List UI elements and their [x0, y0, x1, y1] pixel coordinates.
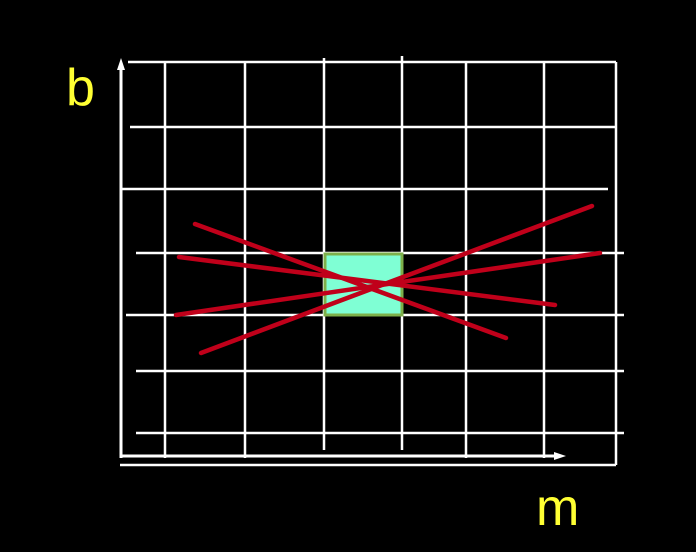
y-axis-label: b	[66, 59, 95, 117]
axes	[117, 58, 566, 460]
x-axis-label: m	[536, 479, 580, 537]
red-line	[198, 203, 595, 356]
y-axis-arrow-icon	[117, 58, 125, 70]
red-line	[176, 254, 558, 308]
x-axis-arrow-icon	[554, 452, 566, 460]
red-lines	[173, 203, 603, 356]
